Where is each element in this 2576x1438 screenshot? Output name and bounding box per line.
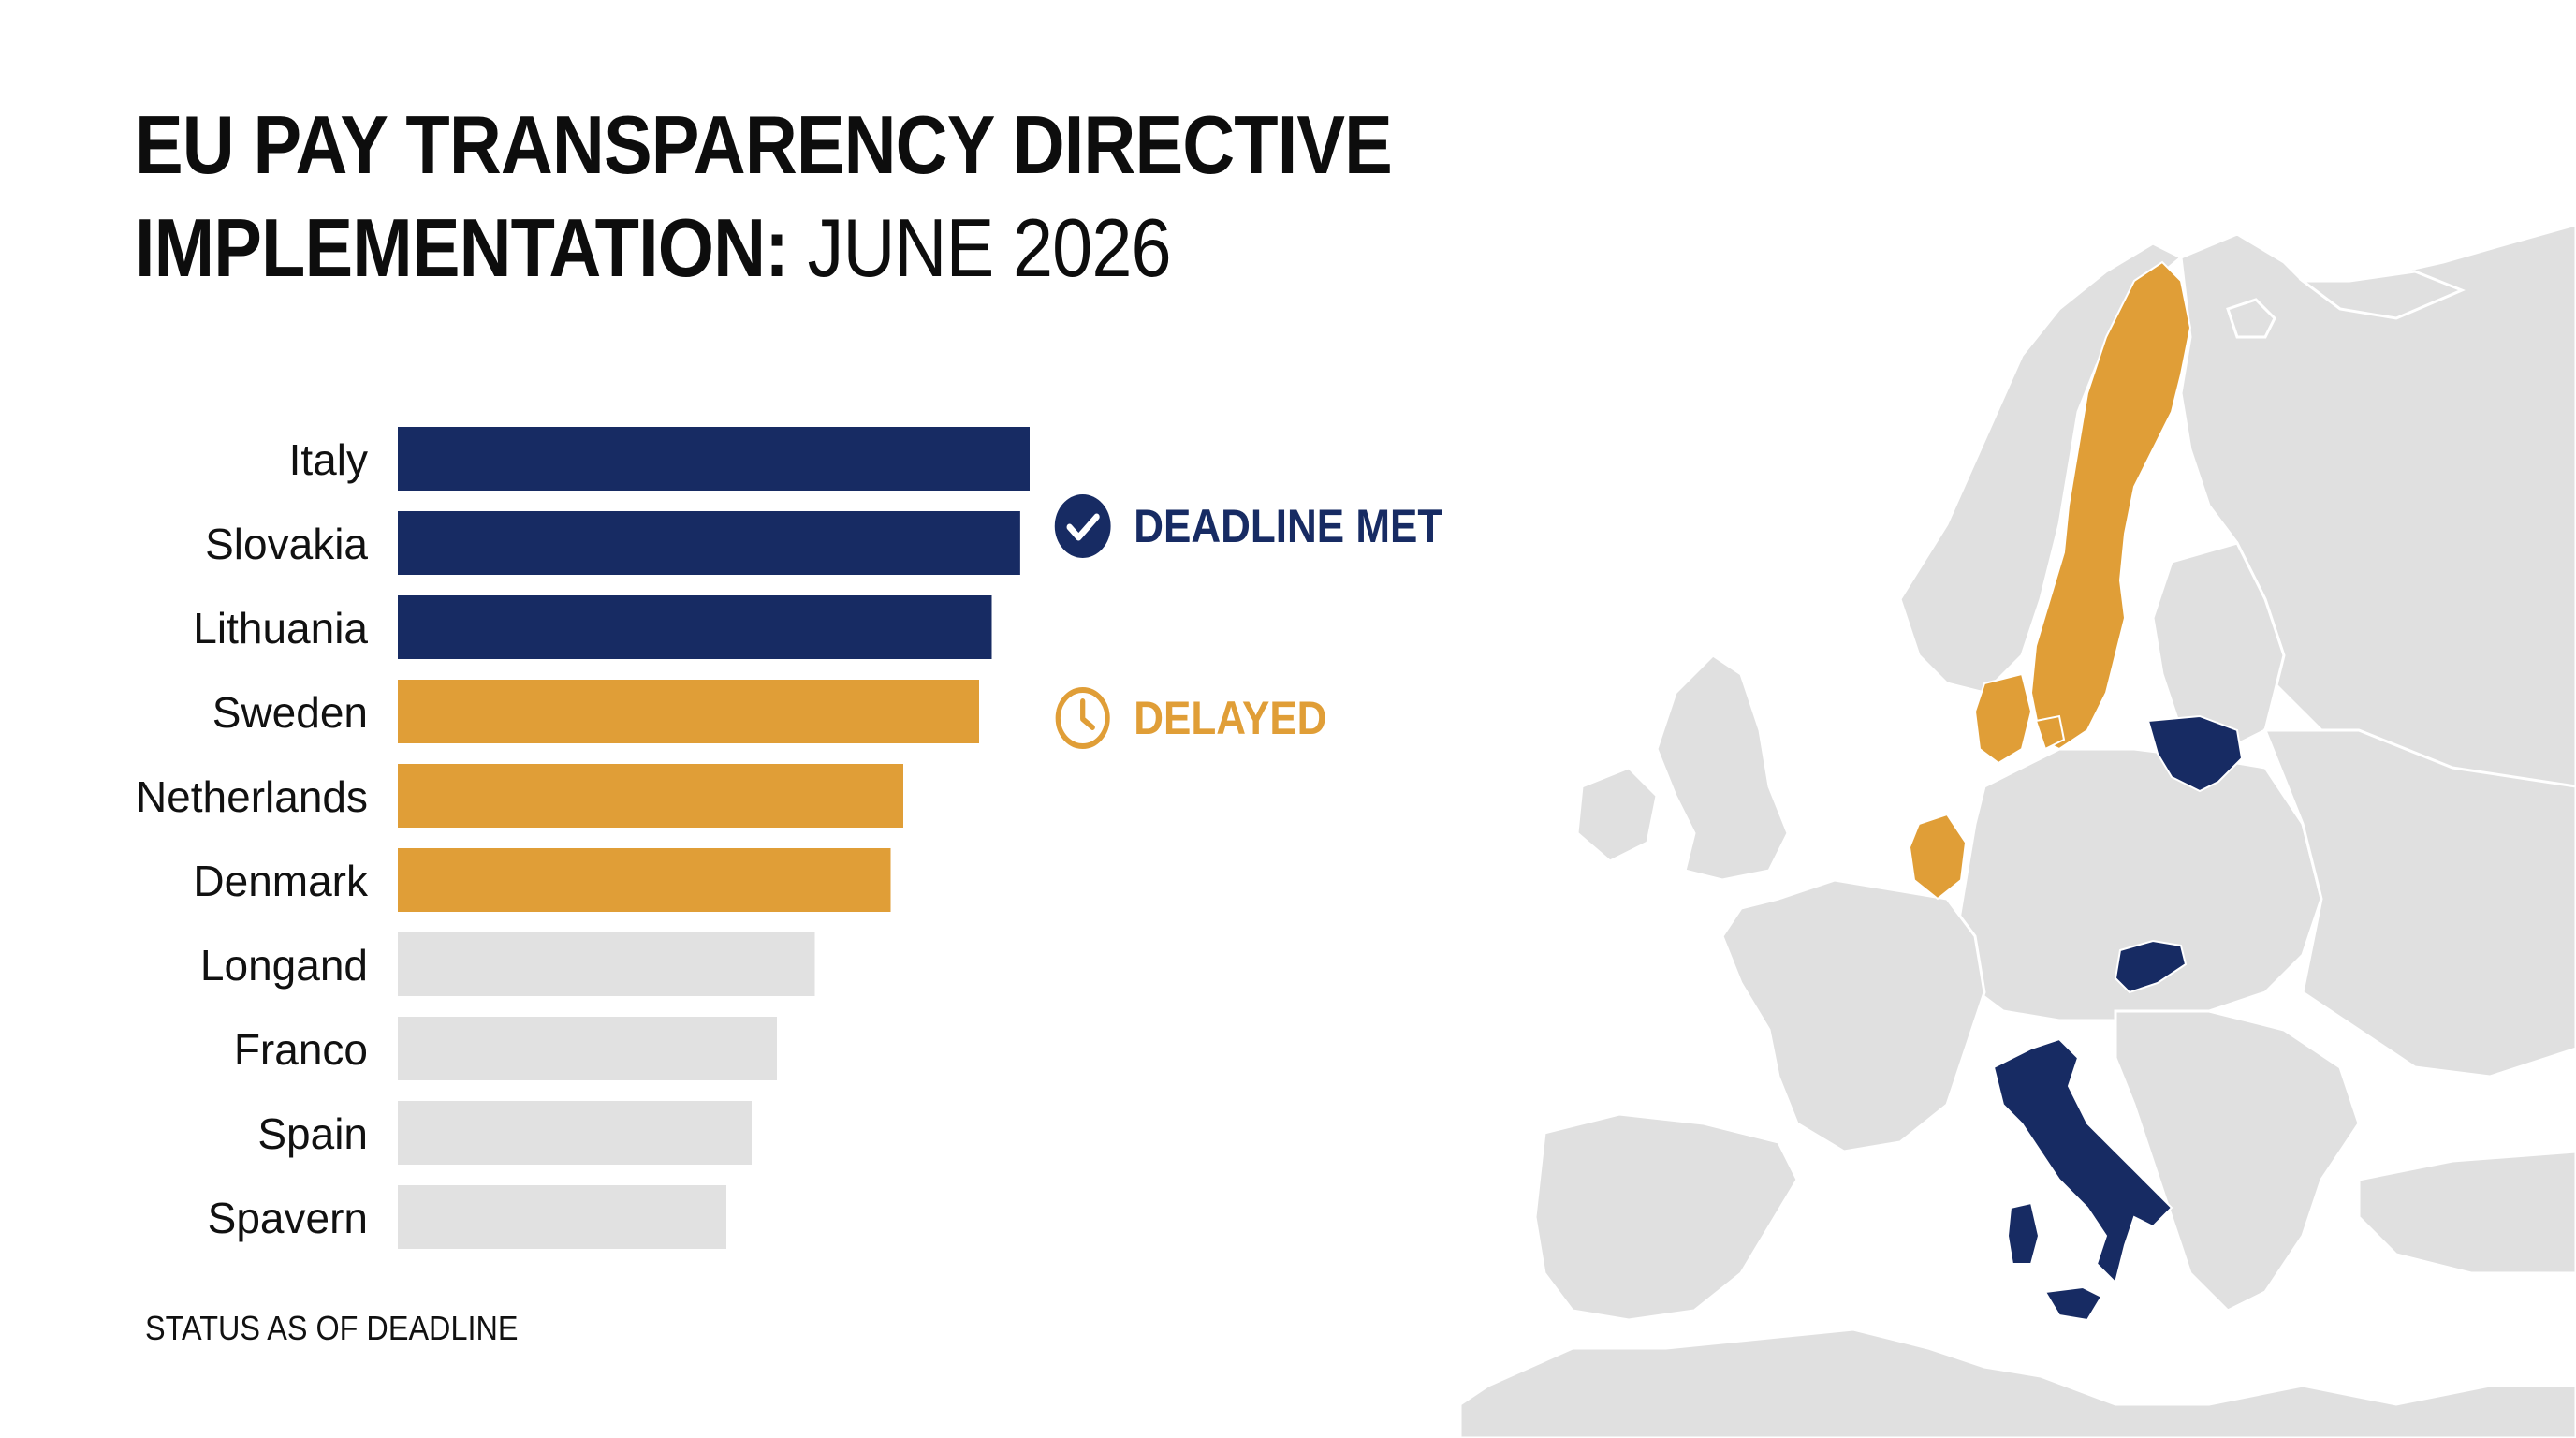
- bar-sweden: [398, 680, 979, 743]
- title-line-2: IMPLEMENTATION: JUNE 2026: [135, 197, 1392, 300]
- clock-icon: [1055, 687, 1110, 749]
- category-label-spavern: Spavern: [208, 1194, 368, 1242]
- map-sweden: [2029, 260, 2192, 751]
- category-label-netherlands: Netherlands: [136, 772, 368, 821]
- legend-delayed: DELAYED: [1053, 684, 1326, 752]
- status-note: STATUS AS OF DEADLINE: [145, 1309, 519, 1347]
- category-label-denmark: Denmark: [193, 857, 369, 905]
- legend-deadline-met: DEADLINE MET: [1053, 492, 1442, 560]
- map-sardinia: [2006, 1201, 2041, 1265]
- chart-title: EU PAY TRANSPARENCY DIRECTIVE IMPLEMENTA…: [135, 94, 1393, 300]
- legend-delayed-label: DELAYED: [1134, 692, 1327, 744]
- bar-franco: [398, 1017, 777, 1080]
- category-label-franco: Franco: [234, 1025, 368, 1074]
- map-denmark: [1973, 672, 2033, 765]
- map-netherlands: [1908, 813, 1968, 901]
- map-lithuania: [2146, 714, 2244, 793]
- category-label-spain: Spain: [257, 1109, 368, 1158]
- map-met-countries: [1992, 714, 2244, 1322]
- category-label-italy: Italy: [289, 435, 368, 484]
- map-denmark-islands: [2034, 714, 2066, 751]
- bar-longand: [398, 932, 815, 996]
- category-label-lithuania: Lithuania: [193, 604, 368, 653]
- bar-lithuania: [398, 595, 992, 659]
- bar-netherlands: [398, 764, 903, 828]
- check-circle-icon: [1054, 494, 1111, 558]
- map-sicily: [2043, 1285, 2103, 1322]
- bar-spain: [398, 1101, 752, 1165]
- map-delayed-countries: [1908, 260, 2192, 901]
- category-label-slovakia: Slovakia: [205, 520, 368, 568]
- legend-deadline-met-label: DEADLINE MET: [1134, 500, 1443, 552]
- map-land: [1460, 223, 2576, 1438]
- bar-slovakia: [398, 511, 1020, 575]
- bar-chart: Italy Slovakia Lithuania Sweden Netherlands D…: [136, 427, 1030, 1249]
- europe-map: [1460, 223, 2576, 1438]
- bar-spavern: [398, 1185, 726, 1249]
- title-line-2-bold: IMPLEMENTATION:: [135, 201, 789, 294]
- category-label-longand: Longand: [200, 941, 368, 990]
- map-italy: [1992, 1037, 2174, 1284]
- category-label-sweden: Sweden: [212, 688, 368, 737]
- bar-denmark: [398, 848, 891, 912]
- title-line-1: EU PAY TRANSPARENCY DIRECTIVE: [135, 98, 1393, 191]
- title-line-2-light: JUNE 2026: [807, 201, 1172, 294]
- bar-italy: [398, 427, 1030, 491]
- map-slovakia: [2114, 939, 2188, 994]
